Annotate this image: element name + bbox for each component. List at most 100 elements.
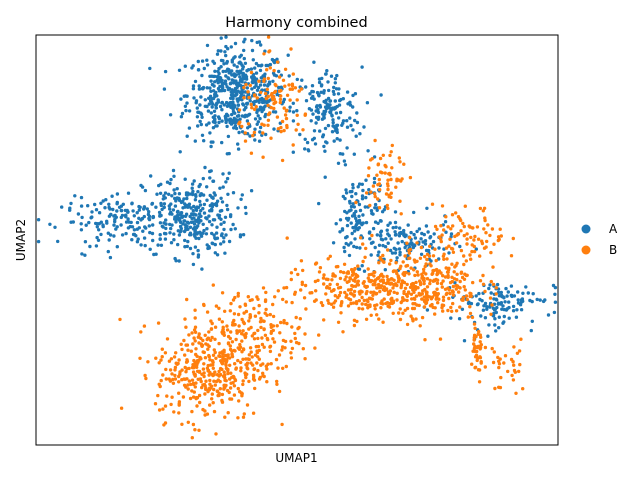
scatter-point-b (294, 340, 299, 345)
scatter-point-a (393, 210, 398, 214)
scatter-point-a (303, 147, 307, 151)
scatter-point-b (454, 241, 459, 245)
scatter-point-a (173, 256, 177, 261)
scatter-point-a (225, 112, 229, 117)
scatter-point-a (506, 290, 510, 294)
scatter-point-a (164, 218, 168, 222)
scatter-point-a (170, 194, 174, 198)
scatter-point-a (201, 231, 205, 235)
scatter-point-b (366, 276, 370, 280)
scatter-point-a (497, 315, 501, 319)
scatter-point-b (469, 257, 473, 261)
scatter-point-a (183, 202, 187, 206)
scatter-point-b (402, 162, 406, 166)
scatter-point-a (298, 132, 302, 137)
scatter-point-a (105, 219, 109, 223)
scatter-point-b (243, 303, 248, 307)
scatter-point-a (351, 105, 355, 109)
scatter-point-b (221, 327, 225, 332)
scatter-point-b (303, 283, 308, 288)
scatter-point-b (382, 297, 386, 301)
scatter-point-a (190, 182, 195, 186)
scatter-point-a (377, 250, 381, 254)
scatter-point-a (158, 233, 162, 237)
scatter-point-a (524, 285, 528, 289)
scatter-point-b (200, 372, 204, 376)
scatter-point-a (219, 65, 223, 69)
scatter-point-a (334, 222, 338, 226)
scatter-point-b (257, 348, 261, 353)
scatter-point-b (433, 291, 437, 295)
scatter-point-b (268, 66, 272, 70)
scatter-point-b (476, 332, 480, 336)
scatter-point-a (381, 238, 385, 242)
scatter-point-b (256, 328, 260, 333)
scatter-point-a (208, 176, 212, 180)
scatter-point-b (319, 301, 324, 305)
scatter-point-b (201, 350, 205, 354)
scatter-point-b (206, 343, 210, 347)
scatter-point-b (249, 102, 253, 107)
scatter-point-b (243, 139, 248, 143)
scatter-point-a (531, 292, 535, 296)
scatter-point-b (191, 363, 195, 367)
scatter-point-a (95, 225, 100, 229)
scatter-point-a (380, 210, 385, 214)
scatter-point-a (396, 241, 400, 245)
scatter-point-b (247, 379, 251, 384)
scatter-point-a (258, 68, 263, 73)
scatter-point-b (422, 298, 426, 303)
scatter-point-b (241, 415, 246, 419)
scatter-point-a (169, 226, 173, 231)
scatter-point-b (195, 369, 200, 373)
scatter-point-a (516, 298, 520, 302)
scatter-point-a (128, 224, 132, 229)
scatter-point-a (240, 77, 245, 82)
scatter-point-b (444, 292, 448, 297)
scatter-point-a (234, 92, 239, 97)
scatter-point-a (185, 101, 189, 105)
scatter-point-b (191, 381, 196, 386)
scatter-point-b (395, 291, 399, 295)
scatter-point-a (344, 191, 349, 195)
scatter-point-b (414, 294, 419, 298)
scatter-point-b (249, 70, 254, 75)
scatter-point-a (201, 85, 206, 90)
scatter-point-a (183, 177, 187, 181)
scatter-point-a (213, 118, 217, 122)
scatter-point-b (195, 365, 199, 369)
scatter-point-b (469, 292, 473, 296)
scatter-point-a (505, 307, 509, 311)
scatter-point-b (321, 276, 326, 280)
scatter-point-a (171, 168, 176, 173)
scatter-point-a (147, 224, 151, 228)
scatter-point-b (119, 406, 124, 410)
scatter-point-b (240, 317, 244, 322)
scatter-point-a (163, 191, 168, 195)
scatter-point-b (195, 396, 200, 400)
scatter-point-b (184, 325, 188, 329)
scatter-point-a (497, 326, 501, 330)
scatter-point-a (335, 123, 339, 128)
scatter-point-b (405, 298, 409, 303)
scatter-point-b (343, 278, 347, 282)
scatter-point-a (210, 195, 214, 199)
scatter-point-a (194, 206, 198, 210)
scatter-point-b (277, 353, 282, 357)
scatter-point-a (291, 110, 296, 114)
scatter-point-a (443, 220, 448, 224)
scatter-point-b (454, 309, 459, 313)
scatter-point-a (225, 207, 230, 212)
scatter-point-b (221, 356, 225, 361)
scatter-point-b (252, 337, 257, 341)
scatter-point-a (385, 228, 389, 232)
scatter-point-b (293, 86, 298, 90)
scatter-point-a (149, 174, 153, 178)
scatter-point-a (211, 59, 215, 63)
scatter-point-b (233, 377, 237, 382)
scatter-point-a (199, 214, 203, 218)
scatter-point-b (403, 254, 407, 258)
scatter-point-b (378, 156, 383, 161)
scatter-point-b (252, 93, 257, 97)
scatter-point-b (412, 258, 417, 262)
